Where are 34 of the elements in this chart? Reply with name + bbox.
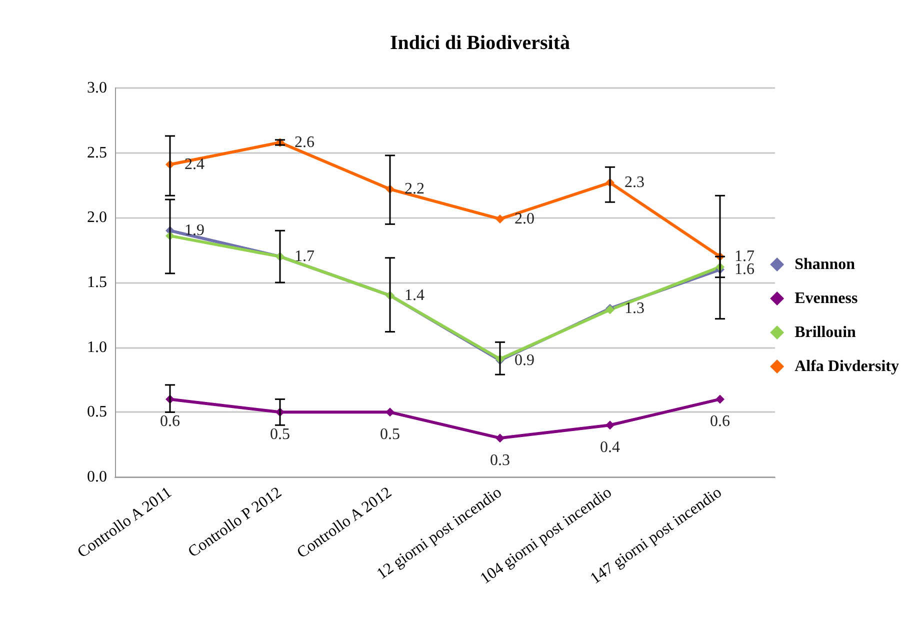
- data-label: 1.4: [404, 286, 424, 304]
- data-label: 1.9: [184, 222, 204, 240]
- data-label: 0.5: [380, 426, 400, 444]
- legend-label: Brillouin: [794, 324, 856, 341]
- data-label: 2.6: [294, 134, 314, 151]
- legend-label: Evenness: [794, 290, 858, 307]
- y-tick-label: 1.0: [87, 338, 107, 356]
- data-label: 2.3: [624, 174, 644, 192]
- y-tick-label: 2.5: [87, 144, 107, 162]
- data-label: 0.3: [490, 452, 510, 470]
- y-tick-label: 0.5: [87, 404, 107, 421]
- data-label: 2.2: [404, 180, 424, 198]
- data-label: 0.5: [270, 426, 290, 444]
- point: [496, 214, 504, 224]
- y-tick-label: 3.0: [87, 80, 107, 96]
- data-label: 0.6: [710, 413, 730, 430]
- y-tick-label: 1.5: [87, 274, 107, 291]
- point: [716, 394, 724, 404]
- data-label: 0.4: [600, 439, 620, 456]
- y-tick-label: 2.0: [87, 209, 107, 226]
- chart-title: Indici di Biodiversità: [390, 32, 570, 54]
- point: [606, 420, 614, 430]
- data-label: 1.6: [734, 261, 754, 278]
- data-label: 1.3: [624, 300, 644, 317]
- data-label: 0.6: [160, 413, 180, 430]
- legend-label: Shannon: [794, 256, 856, 273]
- point: [386, 408, 394, 417]
- data-label: 2.4: [184, 156, 204, 174]
- data-label: 2.0: [514, 210, 534, 228]
- point: [496, 434, 504, 443]
- legend-label: Alfa Divdersity: [794, 358, 900, 375]
- y-tick-label: 0.0: [87, 468, 107, 486]
- data-label: 0.9: [514, 352, 534, 369]
- data-label: 1.7: [294, 248, 314, 266]
